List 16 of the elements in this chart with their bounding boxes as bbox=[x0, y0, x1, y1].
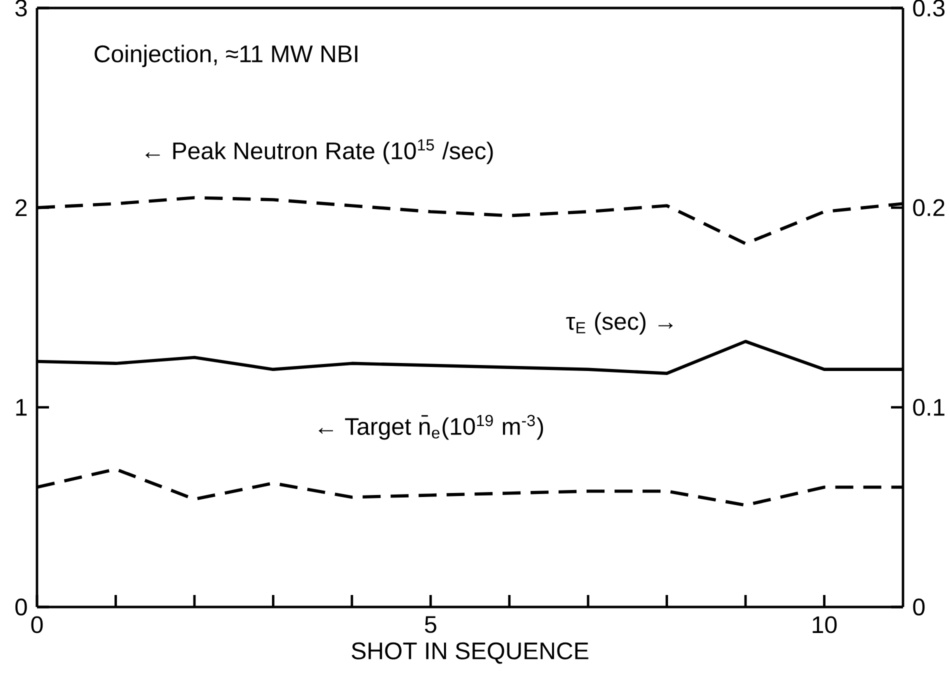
x-axis-title: SHOT IN SEQUENCE bbox=[352, 642, 588, 664]
x-tick-label: 5 bbox=[424, 616, 436, 633]
annotation: Coinjection, ≈11 MW NBI bbox=[94, 44, 358, 68]
y2-tick-label: 0.2 bbox=[913, 199, 944, 216]
y2-tick-label: 0 bbox=[913, 598, 925, 616]
text: ← Target n̄$_{e}$(10$^{19}$ m$^{-3}$) bbox=[318, 414, 544, 440]
series-label: τ$_{E}$ (sec) → bbox=[566, 312, 673, 335]
y-tick-label: 1 bbox=[16, 399, 27, 416]
y-tick-label: 3 bbox=[15, 0, 27, 16]
x-tick-label: 0 bbox=[31, 616, 43, 634]
x-tick-label: 10 bbox=[812, 616, 837, 634]
y-tick-label: 2 bbox=[16, 199, 27, 216]
y2-tick-label: 0.3 bbox=[913, 0, 945, 16]
series-label: ← Peak Neutron Rate (10$^{15}$ /sec) bbox=[146, 139, 493, 164]
y-tick-label: 0 bbox=[15, 598, 27, 616]
y2-tick-label: 0.1 bbox=[913, 398, 944, 416]
